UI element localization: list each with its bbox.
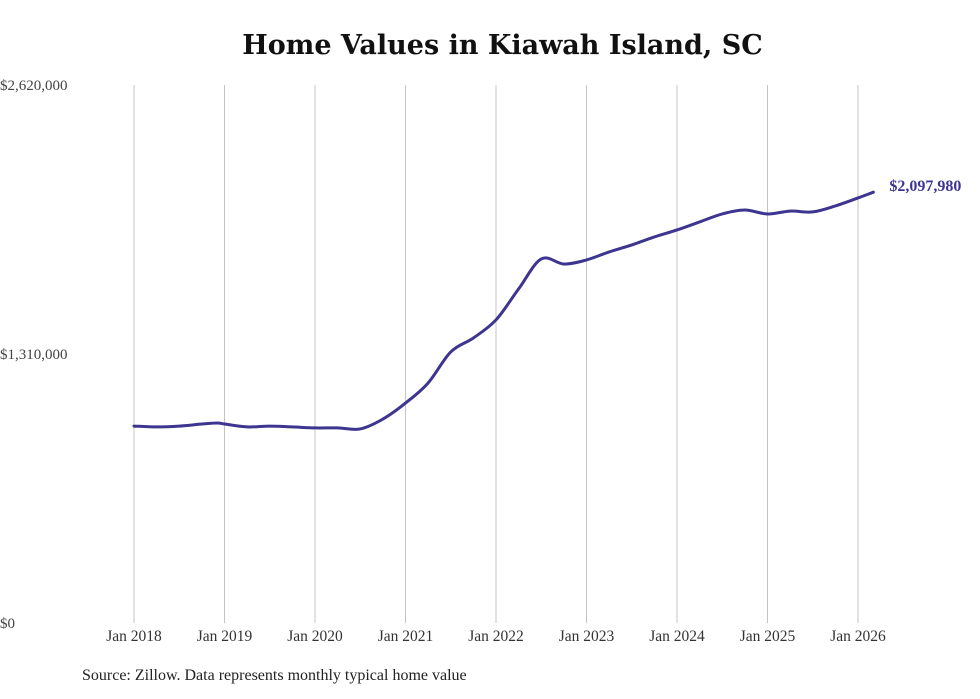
x-tick-label: Jan 2022 — [468, 628, 524, 645]
x-tick-label: Jan 2026 — [830, 628, 886, 645]
x-tick-label: Jan 2019 — [197, 628, 253, 645]
series-line — [132, 190, 875, 431]
y-tick-label: $2,620,000 — [0, 78, 68, 94]
y-tick-label: $1,310,000 — [0, 347, 68, 363]
end-value-label: $2,097,980 — [889, 178, 961, 195]
y-tick-label: $0 — [0, 616, 15, 632]
source-note: Source: Zillow. Data represents monthly … — [82, 667, 467, 684]
chart-title: Home Values in Kiawah Island, SC — [242, 30, 763, 61]
x-tick-label: Jan 2023 — [559, 628, 615, 645]
x-tick-label: Jan 2024 — [649, 628, 705, 645]
x-tick-label: Jan 2018 — [106, 628, 162, 645]
x-tick-label: Jan 2021 — [378, 628, 434, 645]
x-tick-label: Jan 2020 — [287, 628, 343, 645]
x-tick-label: Jan 2025 — [740, 628, 796, 645]
